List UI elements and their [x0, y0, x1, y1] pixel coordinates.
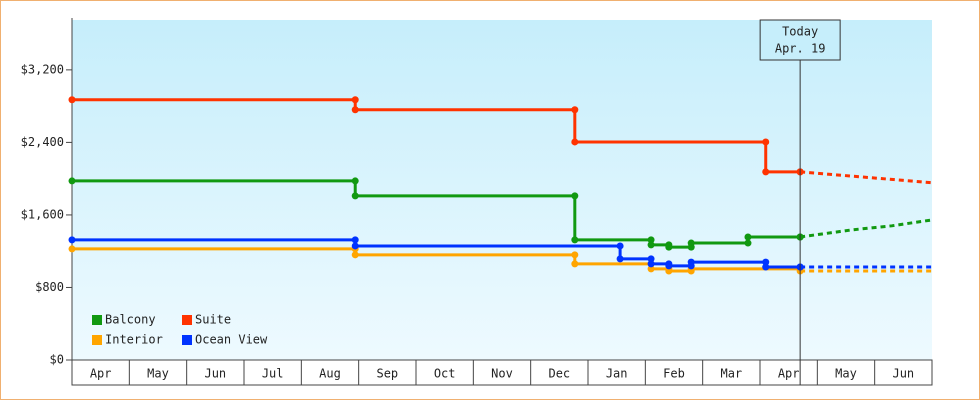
marker: [616, 242, 624, 250]
legend-swatch: [92, 315, 102, 325]
x-tick-label: Feb: [663, 367, 685, 381]
legend-swatch: [92, 335, 102, 345]
y-tick-label: $1,600: [21, 207, 64, 221]
x-tick-label: Mar: [720, 367, 742, 381]
marker: [68, 96, 76, 104]
legend-label: Ocean View: [195, 333, 268, 347]
x-tick-label: Jun: [892, 367, 914, 381]
legend-label: Suite: [195, 313, 231, 327]
today-label: Today: [782, 25, 818, 39]
marker: [665, 267, 673, 275]
x-tick-label: May: [147, 367, 169, 381]
marker: [68, 177, 76, 185]
marker: [68, 245, 76, 253]
marker: [571, 236, 579, 244]
today-box: [759, 19, 841, 61]
marker: [571, 251, 579, 259]
x-tick-label: Jan: [606, 367, 628, 381]
x-tick-label: Oct: [434, 367, 456, 381]
marker: [616, 255, 624, 263]
x-tick-label: Jul: [262, 367, 284, 381]
marker: [744, 239, 752, 247]
marker: [647, 255, 655, 263]
marker: [351, 242, 359, 250]
marker: [762, 138, 770, 146]
x-tick-label: Apr: [90, 367, 112, 381]
marker: [571, 192, 579, 200]
marker: [351, 192, 359, 200]
legend-label: Balcony: [105, 313, 156, 327]
marker: [351, 251, 359, 259]
marker: [665, 243, 673, 251]
marker: [687, 258, 695, 266]
x-tick-label: May: [835, 367, 857, 381]
marker: [351, 106, 359, 114]
marker: [351, 236, 359, 244]
plot-area: [72, 20, 932, 360]
marker: [647, 260, 655, 268]
x-tick-label: Dec: [548, 367, 570, 381]
marker: [571, 106, 579, 114]
legend-swatch: [182, 315, 192, 325]
marker: [647, 265, 655, 273]
x-tick-label: Aug: [319, 367, 341, 381]
marker: [647, 241, 655, 249]
y-tick-label: $3,200: [21, 62, 64, 76]
marker: [762, 168, 770, 176]
forecast-line: [799, 218, 933, 239]
marker: [762, 258, 770, 266]
marker: [68, 236, 76, 244]
legend-swatch: [182, 335, 192, 345]
marker: [351, 96, 359, 104]
forecast-line: [800, 170, 933, 185]
x-tick-label: Nov: [491, 367, 513, 381]
marker: [571, 138, 579, 146]
marker: [647, 236, 655, 244]
legend-label: Interior: [105, 333, 163, 347]
marker: [687, 239, 695, 247]
y-tick-label: $2,400: [21, 135, 64, 149]
y-tick-label: $800: [35, 280, 64, 294]
x-tick-label: Jun: [204, 367, 226, 381]
marker: [571, 260, 579, 268]
marker: [744, 233, 752, 241]
today-label: Apr. 19: [775, 42, 826, 56]
x-tick-label: Apr: [778, 367, 800, 381]
marker: [665, 262, 673, 270]
x-axis-band: [71, 359, 933, 386]
x-tick-label: Sep: [376, 367, 398, 381]
y-tick-label: $0: [50, 353, 64, 367]
marker: [762, 263, 770, 271]
marker: [351, 177, 359, 185]
